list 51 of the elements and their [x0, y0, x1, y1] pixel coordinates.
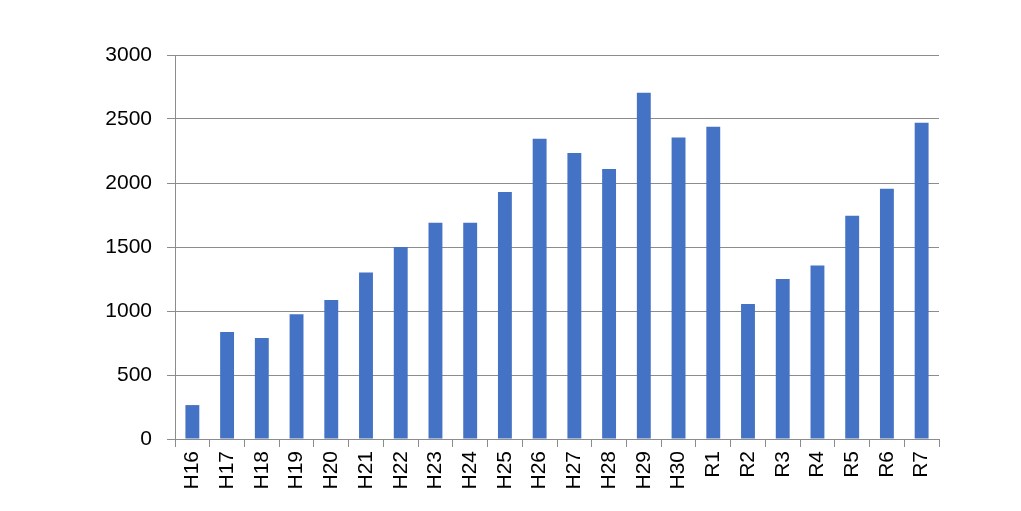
bar	[741, 303, 755, 439]
x-tick-label: R3	[769, 451, 793, 478]
bar	[497, 191, 512, 439]
x-tick-label: R6	[873, 451, 897, 478]
x-tick-label: H23	[422, 451, 446, 490]
x-tick-label: R5	[838, 451, 862, 478]
bar	[359, 272, 373, 439]
x-tick-label: H26	[526, 451, 550, 490]
bar	[463, 222, 478, 439]
x-tick-label: H20	[318, 451, 342, 490]
x-tick-label: H27	[561, 451, 585, 490]
y-tick-label: 500	[116, 361, 152, 385]
bar	[428, 222, 443, 439]
bar	[220, 332, 235, 439]
x-tick-label: H16	[179, 451, 203, 490]
bar	[289, 314, 304, 439]
bar	[532, 138, 547, 439]
y-tick-label: 2000	[105, 169, 152, 193]
bar	[845, 215, 860, 439]
bar	[879, 188, 894, 439]
x-tick-label: H21	[352, 451, 376, 490]
x-tick-label: H28	[595, 451, 619, 490]
bar	[775, 279, 790, 439]
x-tick-label: R1	[700, 451, 724, 478]
x-tick-label: H19	[283, 451, 307, 490]
bar	[393, 247, 408, 439]
bar	[706, 126, 721, 439]
bar	[254, 337, 269, 439]
y-tick-label: 0	[140, 425, 152, 449]
x-tick-label: R2	[734, 451, 758, 478]
x-tick-label: H22	[387, 451, 411, 490]
bar	[810, 265, 825, 439]
y-tick-label: 2500	[105, 105, 152, 129]
x-tick-label: H25	[491, 451, 515, 490]
bar	[567, 152, 582, 439]
bar	[324, 300, 339, 439]
bar	[636, 92, 651, 439]
x-tick-label: R7	[908, 451, 932, 478]
bar	[602, 168, 617, 439]
x-tick-label: H24	[456, 450, 480, 490]
x-tick-label: H29	[630, 451, 654, 490]
x-tick-label: H30	[665, 451, 689, 490]
x-tick-label: H17	[213, 451, 237, 490]
x-tick-label: R4	[804, 450, 828, 478]
y-tick-label: 1500	[105, 233, 152, 257]
bar	[914, 122, 929, 439]
bar	[185, 405, 200, 439]
y-tick-label: 1000	[105, 297, 152, 321]
bar	[671, 137, 686, 439]
x-tick-label: H18	[248, 451, 272, 490]
y-tick-label: 3000	[105, 41, 152, 65]
